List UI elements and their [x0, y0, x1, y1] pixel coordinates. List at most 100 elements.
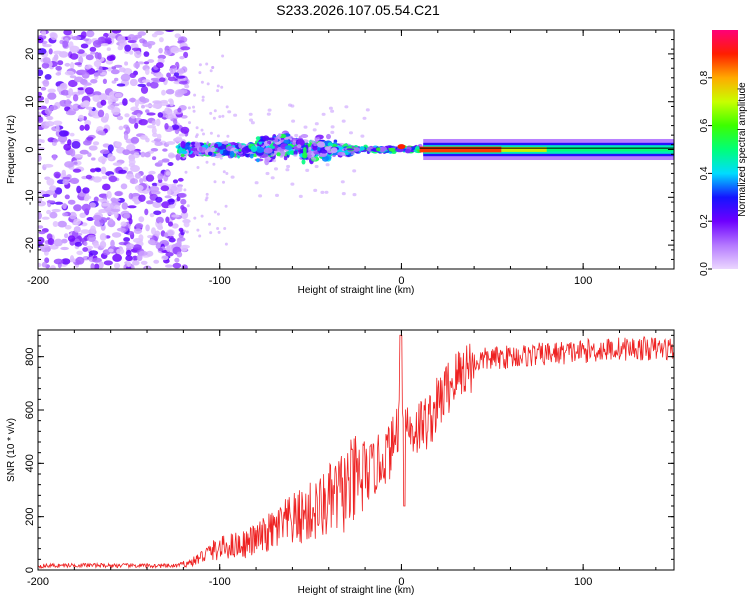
spectrogram-blob: [202, 132, 205, 136]
spectrogram-blob: [96, 126, 104, 132]
colorbar-tick-label: 0.2: [699, 214, 710, 228]
spectrogram-blob: [47, 92, 57, 100]
spectrogram-blob: [145, 68, 150, 75]
spectrogram-blob: [199, 146, 203, 152]
spectrogram-blob: [120, 221, 127, 227]
spectrogram-blob: [341, 152, 346, 156]
spectrogram-blob: [114, 92, 123, 98]
spectrogram-blob: [315, 137, 320, 141]
spectrogram-blob: [64, 62, 71, 67]
spectrogram-blob: [41, 62, 50, 69]
spectrogram-blob: [292, 139, 297, 143]
spectrogram-blob: [137, 31, 147, 36]
spectrogram-blob: [107, 104, 115, 110]
spectrogram-blob: [175, 153, 181, 161]
spectrogram-blob: [52, 120, 63, 126]
spectrogram-blob: [193, 151, 200, 155]
spectrogram-blob: [264, 158, 270, 166]
spectrogram-blob: [187, 106, 191, 110]
spectrogram-blob: [198, 71, 202, 75]
spectrogram-blob: [65, 99, 71, 107]
spectrogram-blob: [69, 53, 79, 60]
spectrogram-blob: [258, 141, 263, 145]
spectrogram-blob: [85, 106, 94, 110]
spectrogram-blob: [327, 142, 334, 148]
spectrogram-blob: [118, 169, 127, 174]
spectrogram-blob: [141, 104, 145, 109]
spectrogram-blob: [79, 124, 85, 131]
spectrogram-blob: [165, 264, 173, 268]
spectrogram-blob: [134, 99, 139, 108]
spectrogram-blob: [41, 216, 50, 220]
spectrogram-blob: [301, 159, 306, 165]
spectrogram-blob: [133, 228, 143, 235]
spectrogram-blob: [73, 218, 81, 226]
spectrogram-blob: [172, 179, 179, 184]
spectrogram-blob: [108, 175, 118, 183]
spectrogram-blob: [346, 148, 355, 151]
spectrogram-blob: [194, 135, 198, 139]
spectrogram-blob: [136, 113, 141, 118]
spectrogram-blob: [67, 235, 76, 242]
spectrogram-blob: [211, 66, 215, 69]
spectrogram-blob: [69, 75, 77, 79]
spectrogram-blob: [87, 152, 92, 157]
spectrogram-blob: [100, 43, 109, 47]
spectrogram-blob: [98, 261, 104, 269]
spectrogram-hotspot: [397, 144, 406, 150]
spectrogram-blob: [150, 81, 159, 89]
spectrogram-blob: [132, 244, 142, 251]
spectrogram-blob: [57, 85, 62, 93]
spectrogram-blob: [321, 155, 329, 162]
spectrogram-blob: [225, 105, 229, 109]
spectrogram-blob: [76, 250, 83, 255]
spectrogram-blob: [150, 148, 159, 152]
spectrogram-blob: [118, 125, 124, 131]
spectrogram-blob: [92, 91, 102, 96]
spectrogram-blob: [209, 131, 213, 135]
spectrogram-blob: [184, 77, 188, 81]
spectrogram-blob: [198, 63, 202, 67]
snr-y-tick-label: 800: [24, 347, 36, 365]
spectrogram-blob: [135, 223, 144, 229]
spectrogram-blob: [46, 115, 54, 121]
spectrogram-blob: [195, 126, 199, 130]
spectrogram-blob: [144, 151, 151, 158]
spectrogram-blob: [123, 213, 130, 219]
spectrogram-blob: [128, 97, 137, 103]
spectrogram-blob: [126, 261, 131, 268]
spectrogram-blob: [140, 85, 149, 94]
spectrogram-blob: [326, 133, 331, 140]
spectrogram-blob: [97, 156, 107, 163]
snr-y-tick-label: 400: [24, 454, 36, 472]
spectrogram-blob: [125, 255, 133, 262]
spectrogram-blob: [94, 263, 100, 269]
spectrogram-blob: [161, 255, 169, 261]
spectrogram-blob: [101, 175, 108, 180]
spectrogram-blob: [44, 108, 53, 115]
spectrogram-blob: [134, 122, 139, 129]
spectrogram-blob: [147, 235, 153, 239]
spectrogram-blob: [74, 76, 84, 83]
spectrogram-blob: [164, 123, 169, 130]
spectrogram-blob: [283, 155, 288, 161]
spectrogram-plot-area: [38, 30, 674, 269]
spectrogram-blob: [155, 72, 164, 79]
spectrogram-blob: [57, 60, 64, 66]
spectrogram-blob: [55, 72, 62, 76]
spectrogram-blob: [146, 112, 156, 116]
spectrogram-blob: [79, 212, 86, 218]
spectrogram-blob: [205, 160, 209, 164]
spectrogram-blob: [127, 205, 137, 209]
spectrogram-blob: [90, 263, 95, 269]
spectrogram-blob: [286, 164, 291, 169]
spectrogram-blob: [93, 72, 100, 77]
spectrogram-blob: [78, 56, 84, 65]
spectrogram-blob: [93, 60, 101, 68]
spectrogram-blob: [64, 225, 72, 230]
spectrogram-blob: [133, 152, 140, 159]
spectrogram-blob: [222, 170, 226, 174]
spectrogram-blob: [183, 51, 189, 59]
figure-title: S233.2026.107.05.54.C21: [276, 2, 440, 18]
spectrogram-blob: [198, 234, 202, 238]
